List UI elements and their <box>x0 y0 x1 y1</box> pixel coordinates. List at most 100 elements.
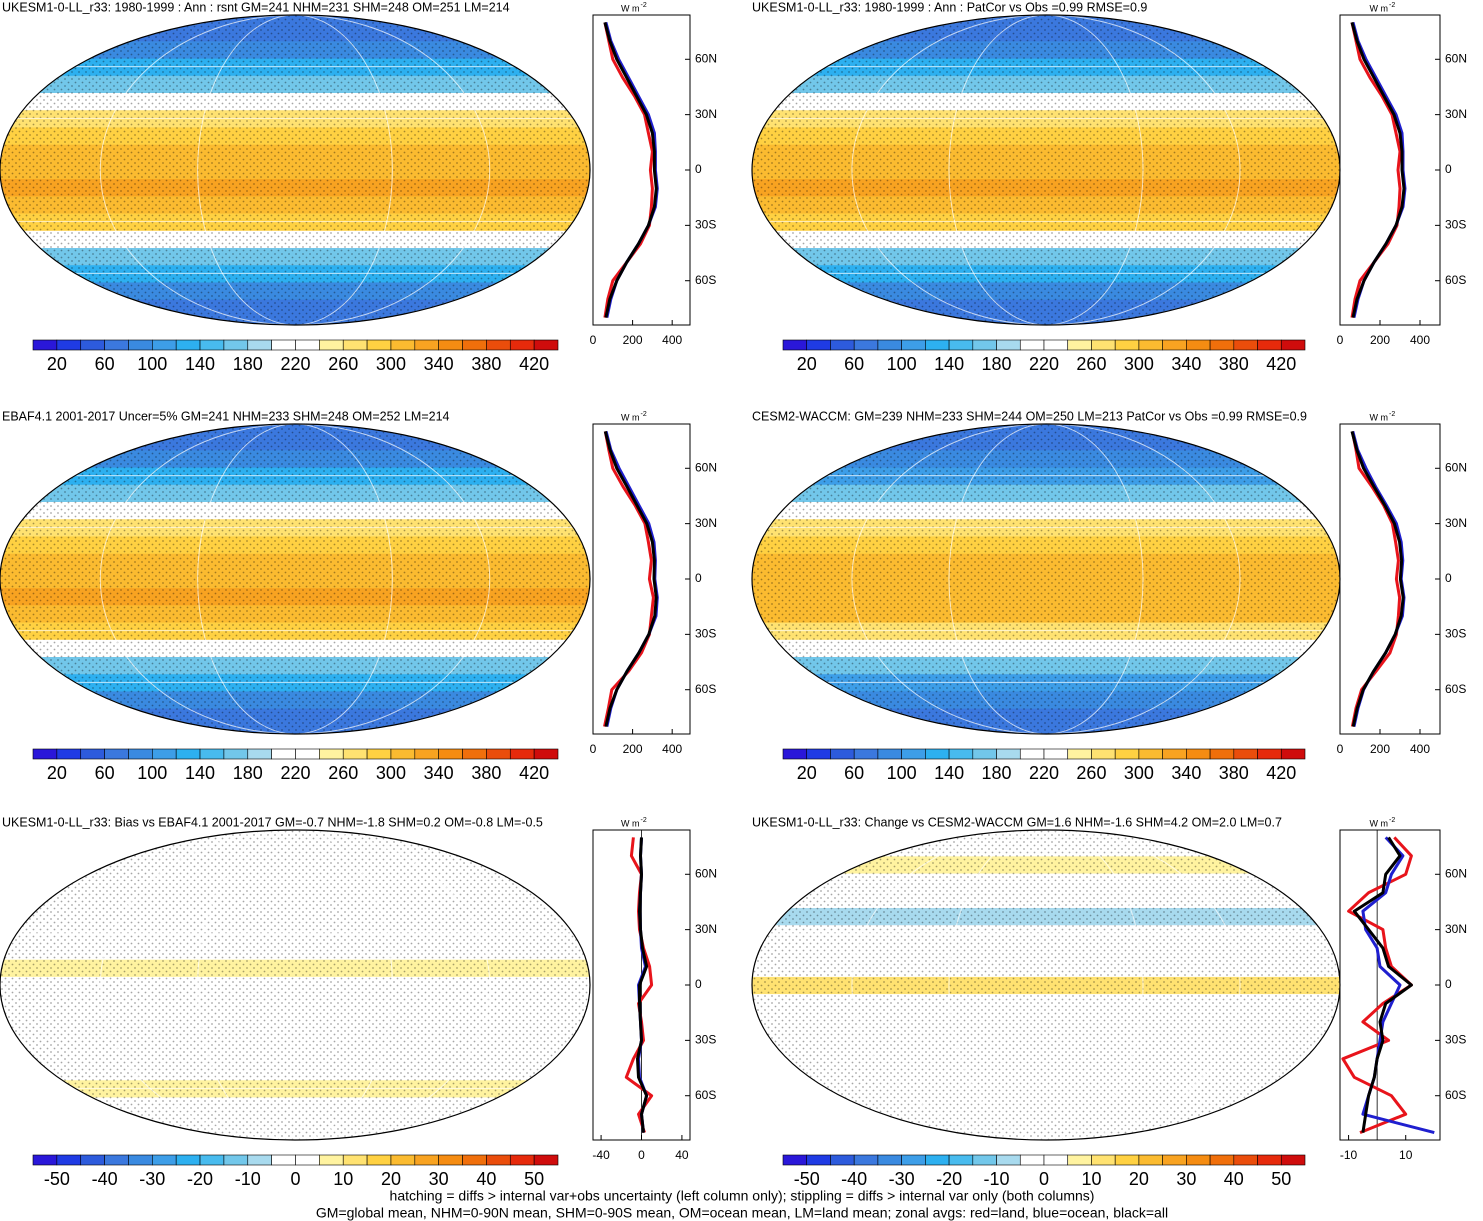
zonal-frame <box>1339 14 1441 326</box>
colorbar-label: 260 <box>328 354 358 374</box>
colorbar-box <box>414 748 439 760</box>
x-tick-label: 200 <box>623 333 643 347</box>
colorbar-box <box>80 1154 105 1166</box>
colorbar-box <box>1186 748 1211 760</box>
units: W m <box>1370 3 1389 13</box>
colorbar-label: 260 <box>1076 763 1106 783</box>
y-tick-label: 30N <box>1445 107 1467 121</box>
colorbar-label: 0 <box>290 1169 300 1189</box>
x-tick-label: 0 <box>590 333 597 347</box>
colorbar-label: 140 <box>934 763 964 783</box>
colorbar-box <box>32 339 58 351</box>
colorbar-label: 300 <box>376 354 406 374</box>
x-tick-label: 40 <box>675 1148 689 1162</box>
colorbar-label: 300 <box>1124 354 1154 374</box>
colorbar-box <box>1067 748 1092 760</box>
units-exponent: -2 <box>1389 2 1395 9</box>
map <box>752 830 1340 1140</box>
y-tick-label: 60N <box>1445 460 1467 474</box>
colorbar-box <box>533 339 559 351</box>
colorbar-box <box>1138 339 1163 351</box>
colorbar-label: 140 <box>185 763 215 783</box>
units: W m <box>621 818 640 828</box>
colorbar-box <box>175 748 201 760</box>
units-exponent: -2 <box>1389 817 1395 824</box>
colorbar-box <box>1043 748 1069 760</box>
meridian <box>851 15 1241 325</box>
map-border <box>0 14 591 326</box>
meridian <box>948 15 1144 325</box>
panel-title: CESM2-WACCM: GM=239 NHM=233 SHM=244 OM=2… <box>752 409 1307 423</box>
y-tick-label: 60S <box>1445 1088 1466 1102</box>
colorbar-box <box>996 1154 1021 1166</box>
colorbar-label: 100 <box>137 763 167 783</box>
stippling <box>0 830 590 1140</box>
panel-title: UKESM1-0-LL_r33: 1980-1999 : Ann : PatCo… <box>752 0 1147 14</box>
y-tick-label: 30N <box>1445 516 1467 530</box>
colorbar-label: 10 <box>1081 1169 1101 1189</box>
meridian <box>197 15 393 325</box>
x-tick-label: -40 <box>592 1148 610 1162</box>
units: W m <box>1370 412 1389 422</box>
colorbar-label: 260 <box>1076 354 1106 374</box>
zonal-line <box>603 431 655 727</box>
colorbar-box <box>80 748 105 760</box>
colorbar-box <box>972 748 997 760</box>
footer-line: hatching = diffs > internal var+obs unce… <box>390 1188 1095 1204</box>
y-tick-label: 0 <box>695 977 702 991</box>
colorbar-label: -30 <box>139 1169 165 1189</box>
colorbar-box <box>223 748 249 760</box>
colorbar-box <box>1114 1154 1140 1166</box>
colorbar-box <box>486 1154 511 1166</box>
x-tick-label: 0 <box>638 1148 645 1162</box>
colorbar-box <box>199 1154 225 1166</box>
x-tick-label: 0 <box>1337 742 1344 756</box>
colorbar-box <box>56 748 82 760</box>
colorbar-label: -50 <box>794 1169 820 1189</box>
y-tick-label: 0 <box>1445 977 1452 991</box>
panel-title: UKESM1-0-LL_r33: 1980-1999 : Ann : rsnt … <box>2 0 510 14</box>
colorbar-box <box>1043 339 1069 351</box>
colorbar-box <box>1233 339 1258 351</box>
colorbar-box <box>948 748 974 760</box>
colorbar-box <box>948 1154 974 1166</box>
meridian <box>99 830 491 1140</box>
x-tick-label: 200 <box>1370 742 1390 756</box>
colorbar-box <box>901 339 926 351</box>
colorbar-box <box>438 748 463 760</box>
y-tick-label: 30S <box>695 1033 716 1047</box>
colorbar-label: 60 <box>95 763 115 783</box>
colorbar-box <box>152 1154 177 1166</box>
colorbar-box <box>319 748 344 760</box>
colorbar-label: 60 <box>844 354 864 374</box>
y-tick-label: 60N <box>695 460 717 474</box>
x-tick-label: 0 <box>590 742 597 756</box>
colorbar-label: 220 <box>1029 763 1059 783</box>
zonal-line <box>603 22 658 318</box>
colorbar-box <box>295 1154 320 1166</box>
units: W m <box>621 412 640 422</box>
colorbar-box <box>972 1154 997 1166</box>
y-tick-label: 60N <box>1445 866 1467 880</box>
y-tick-label: 60S <box>695 1088 716 1102</box>
colorbar-box <box>175 1154 201 1166</box>
colorbar-label: 0 <box>1039 1169 1049 1189</box>
colorbar-box <box>1280 339 1306 351</box>
colorbar-box <box>56 339 82 351</box>
y-tick-label: 0 <box>695 571 702 585</box>
colorbar-label: 30 <box>429 1169 449 1189</box>
colorbar-box <box>390 748 416 760</box>
meridian <box>948 830 1144 1140</box>
x-tick-label: 400 <box>1410 742 1430 756</box>
colorbar-box <box>486 339 511 351</box>
zonal-frame <box>592 423 691 735</box>
x-tick-label: 200 <box>623 742 643 756</box>
y-tick-label: 30N <box>695 922 717 936</box>
colorbar-box <box>901 748 926 760</box>
colorbar-label: -30 <box>889 1169 915 1189</box>
colorbar-box <box>414 1154 439 1166</box>
stippling <box>0 424 590 734</box>
colorbar-box <box>1209 339 1235 351</box>
colorbar-label: 260 <box>328 763 358 783</box>
colorbar-label: 50 <box>1271 1169 1291 1189</box>
